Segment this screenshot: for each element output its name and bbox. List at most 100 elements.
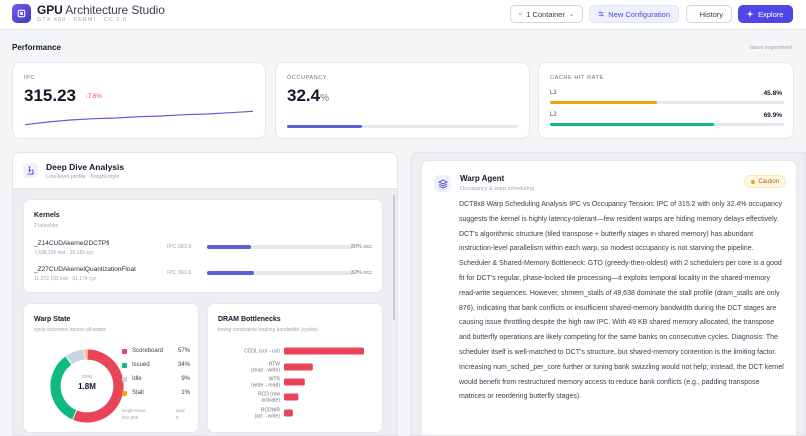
legend-swatch <box>122 377 127 382</box>
dram-category-label: WTR (write→read) <box>251 377 280 389</box>
app-title: GPU Architecture Studio <box>37 3 165 17</box>
occupancy-unit: % <box>320 93 329 104</box>
l2-bar-fill <box>550 123 714 126</box>
warp-state-subtitle: cycle outcomes across all warps <box>34 327 106 333</box>
l2-bar <box>550 123 784 126</box>
kernel-occ: 30% occ <box>350 244 372 250</box>
deep-dive-header: Deep Dive Analysis Low-level profile · N… <box>13 153 397 189</box>
agent-analysis-text: DCT8x8 Warp Scheduling Analysis IPC vs O… <box>459 201 784 401</box>
kernels-count: 2 launches <box>34 223 59 229</box>
container-select-label: 1 Container <box>526 9 565 19</box>
legend-swatch <box>122 363 127 368</box>
app-title-bold: GPU <box>37 3 63 17</box>
cache-hit-card: CACHE HIT RATE L1 45.8% L2 69.9% <box>538 62 794 139</box>
warp-state-card: Warp State cycle outcomes across all war… <box>23 303 199 433</box>
dram-bar <box>284 363 313 371</box>
kernel-occ: 32% occ <box>350 270 372 276</box>
app-header: GPU Architecture Studio GTX 480 · FERMI … <box>0 0 806 30</box>
kernel-occ-bar <box>207 245 353 249</box>
l2-label: L2 <box>550 112 557 118</box>
chevron-down-icon: ⌄ <box>568 11 574 18</box>
dram-category-label: CCDL (col→col) <box>244 349 280 355</box>
donut-total: 1.8M <box>78 382 96 391</box>
dram-bar <box>284 393 299 401</box>
new-configuration-label: New Configuration <box>608 9 670 19</box>
dram-bottlenecks-card: DRAM Bottlenecks timing constraints wast… <box>207 303 383 433</box>
clock-icon <box>695 13 696 15</box>
dram-category-label: RCDWR (act→write) <box>254 408 280 420</box>
cache-hit-label: CACHE HIT RATE <box>550 75 604 81</box>
ipc-sparkline <box>24 110 254 126</box>
ipc-card: IPC 315.23 ↓7.6% <box>12 62 266 139</box>
legend-name: Stall <box>132 390 144 396</box>
l1-label: L1 <box>550 90 557 96</box>
caution-badge: Caution <box>744 175 786 188</box>
microscope-icon <box>23 163 38 178</box>
occupancy-value: 32.4% <box>287 86 329 106</box>
kernel-name[interactable]: _Z14CUDAkernel2DCTPfi <box>34 240 110 247</box>
latest-experiment-label: latest experiment <box>750 45 792 51</box>
kernel-occ-bar-fill <box>207 271 254 275</box>
layers-icon <box>434 175 451 192</box>
container-select[interactable]: 1 Container ⌄ <box>510 5 583 23</box>
explore-label: Explore <box>758 9 784 19</box>
single-issue-label: single-issue <box>122 408 146 413</box>
new-configuration-button[interactable]: New Configuration <box>589 5 679 23</box>
warp-state-title: Warp State <box>34 316 71 323</box>
deep-dive-subtitle: Low-level profile · Nsight-style <box>46 174 120 180</box>
agent-title: Warp Agent <box>460 174 505 183</box>
legend-swatch <box>122 391 127 396</box>
legend-item: Idle 9% <box>122 376 190 385</box>
caution-label: Caution <box>758 178 779 185</box>
dram-bar <box>284 409 293 417</box>
dram-category-label: RTW (read→write) <box>251 362 280 374</box>
dram-bar <box>284 378 305 386</box>
occupancy-label: OCCUPANCY <box>287 75 328 81</box>
deep-dive-title: Deep Dive Analysis <box>46 162 125 172</box>
kernel-meta: 7,438,336 inst · 26,181 cyc <box>34 250 95 256</box>
app-logo <box>12 4 31 23</box>
legend-name: Issued <box>132 362 150 368</box>
performance-title: Performance <box>12 43 61 52</box>
sliders-icon <box>598 11 604 17</box>
ipc-sparkline-series <box>24 110 254 126</box>
kernels-title: Kernels <box>34 212 60 219</box>
warp-agent-card: Warp Agent Occupancy & warp scheduling C… <box>421 160 797 435</box>
l1-bar-fill <box>550 101 658 104</box>
dual-issue-value: 0 <box>176 415 179 420</box>
donut-total-label: total <box>82 374 92 380</box>
kernel-name[interactable]: _Z27CUDAkernelQuantizationFloat <box>34 266 136 273</box>
history-button[interactable]: History <box>686 5 732 23</box>
occupancy-card: OCCUPANCY 32.4% <box>275 62 530 139</box>
warp-state-donut <box>49 348 125 424</box>
occupancy-bar <box>287 125 518 128</box>
l1-value: 45.8% <box>763 90 782 97</box>
dram-bar-chart: CCDL (col→col) RTW (read→write) WTR (write→r… <box>244 347 364 420</box>
deep-dive-panel: Deep Dive Analysis Low-level profile · N… <box>12 152 398 436</box>
single-issue-value: 592,896 <box>122 415 139 420</box>
ipc-delta: ↓7.6% <box>85 94 102 100</box>
agent-panel: Warp Agent Occupancy & warp scheduling C… <box>410 152 806 436</box>
ipc-label: IPC <box>24 75 35 81</box>
caution-dot-icon <box>751 179 756 184</box>
deep-dive-scrollbar[interactable] <box>393 195 395 320</box>
occupancy-number: 32.4 <box>287 86 321 105</box>
legend-name: Idle <box>132 376 142 382</box>
agent-subtitle: Occupancy & warp scheduling <box>460 186 534 192</box>
kernel-occ-bar <box>207 271 353 275</box>
history-label: History <box>699 9 723 19</box>
legend-pct: 1% <box>181 390 190 396</box>
legend-pct: 57% <box>177 348 190 354</box>
legend-pct: 9% <box>181 376 190 382</box>
dram-category-label: RCD (row activate) <box>258 392 280 404</box>
app-title-rest: Architecture Studio <box>65 3 165 17</box>
legend-swatch <box>122 349 127 354</box>
legend-pct: 34% <box>177 362 190 368</box>
gpu-subtitle: GTX 480 · FERMI · CC 2.0 <box>37 17 128 23</box>
explore-button[interactable]: Explore <box>738 5 793 23</box>
kernel-ipc: IPC 361.6 <box>167 270 192 276</box>
dram-subtitle: timing constraints wasting bandwidth (cy… <box>218 327 319 333</box>
dram-title: DRAM Bottlenecks <box>218 316 281 323</box>
legend-item: Stall 1% <box>122 390 190 399</box>
donut-slice-stall <box>84 348 88 361</box>
